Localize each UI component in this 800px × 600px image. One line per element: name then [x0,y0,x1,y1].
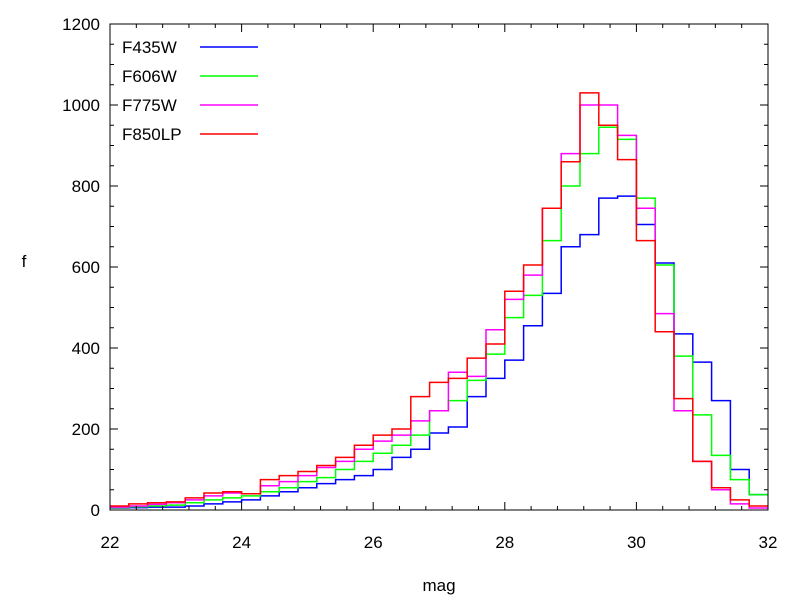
legend-label: F850LP [122,125,182,144]
y-tick-label: 1200 [62,15,100,34]
series-layer [110,92,768,509]
legend-label: F606W [122,67,177,86]
x-tick-label: 26 [364,533,383,552]
x-tick-label: 28 [495,533,514,552]
axis-ticks [109,23,769,511]
x-tick-labels: 22 24 26 28 30 32 [101,533,778,552]
y-tick-label: 600 [72,258,100,277]
y-tick-label: 1000 [62,96,100,115]
y-tick-labels: 0 200 400 600 800 1000 1200 [62,15,100,520]
legend-label: F775W [122,96,177,115]
legend: F435W F606W F775W F850LP [122,38,258,144]
x-tick-label: 32 [759,533,778,552]
x-tick-label: 24 [232,533,251,552]
x-tick-label: 22 [101,533,120,552]
y-tick-label: 400 [72,339,100,358]
legend-item-f775w: F775W [122,96,258,115]
y-tick-label: 800 [72,177,100,196]
x-axis-label: mag [422,576,455,595]
x-tick-label: 30 [627,533,646,552]
series-line-f775w [110,104,768,509]
series-line-f435w [110,195,768,509]
legend-label: F435W [122,38,177,57]
legend-item-f606w: F606W [122,67,258,86]
plot-frame [109,23,769,511]
y-axis-label: f [22,252,27,271]
series-line-f850lp [110,92,768,507]
legend-item-f850lp: F850LP [122,125,258,144]
legend-item-f435w: F435W [122,38,258,57]
y-tick-label: 200 [72,420,100,439]
series-line-f606w [110,126,768,509]
y-tick-label: 0 [91,501,100,520]
